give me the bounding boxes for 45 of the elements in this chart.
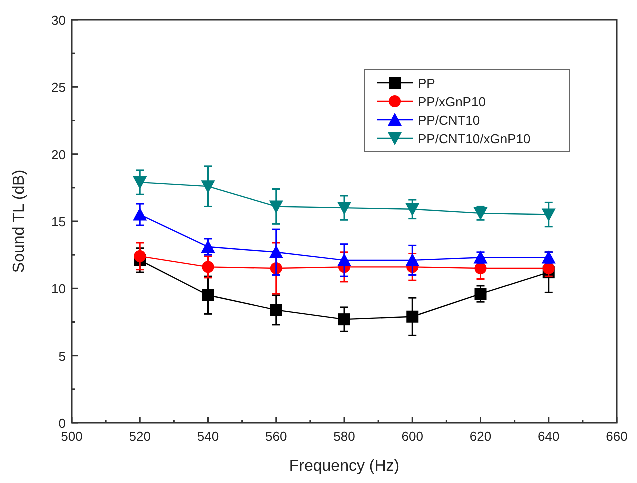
point [133,176,148,190]
y-tick-label: 20 [52,147,66,162]
point [542,250,556,264]
x-tick-label: 580 [334,429,356,444]
y-tick-label: 15 [52,214,66,230]
x-tick-label: 600 [402,429,424,444]
legend-label: PP/CNT10 [418,113,480,128]
point [201,180,216,194]
legend-label: PP/xGnP10 [418,94,486,110]
point [474,262,487,275]
point [269,245,284,258]
point [406,310,419,323]
x-tick-label: 620 [470,429,492,444]
point [134,250,146,262]
point [202,261,214,274]
point [474,288,487,300]
y-tick-label: 0 [58,416,66,431]
point [474,250,488,264]
x-tick-label: 520 [129,429,151,444]
y-tick-label: 25 [52,80,66,96]
point [406,203,420,216]
point [542,262,555,275]
y-tick-label: 30 [52,13,66,28]
x-tick-label: 560 [266,429,288,444]
point [338,314,350,326]
x-axis-title: Frequency (Hz) [289,458,400,475]
x-tick-label: 540 [197,429,220,444]
point [338,202,352,216]
x-tick-label: 500 [61,429,83,444]
legend-label: PP [418,76,436,91]
x-tick-label: 640 [538,429,560,444]
point [269,200,284,214]
point [542,208,556,222]
point [474,207,488,220]
x-tick-label: 660 [606,429,628,444]
point [338,253,352,266]
y-tick-label: 10 [52,282,66,297]
y-tick-label: 5 [58,348,66,364]
point [201,240,216,254]
point [270,304,282,316]
point [406,253,420,266]
y-axis-title: Sound TL (dB) [11,170,28,274]
point [133,208,148,221]
point [202,289,214,302]
legend-label: PP/CNT10/xGnP10 [418,132,531,146]
